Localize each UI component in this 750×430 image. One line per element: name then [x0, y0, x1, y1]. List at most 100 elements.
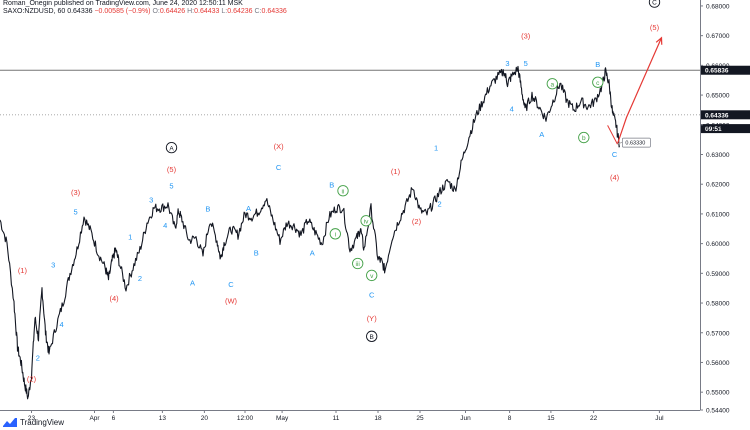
footer[interactable]: TradingView	[3, 418, 64, 427]
price-change: −0.00585 (−0.9%)	[94, 8, 151, 15]
open-value: 0.64426	[159, 8, 186, 15]
wave-label: 1	[128, 232, 132, 241]
high-label: H:	[187, 8, 195, 15]
x-tick-label: 23	[28, 415, 36, 422]
x-tick-label: 18	[374, 415, 382, 422]
wave-label: (4)	[610, 173, 620, 182]
wave-label: A	[246, 204, 251, 213]
wave-label: 5	[524, 59, 528, 68]
last-price: 0.64336	[67, 8, 93, 15]
y-tick-label: 0.61000	[706, 211, 730, 218]
x-tick-label: Jul	[655, 415, 664, 422]
wave-label: (5)	[167, 165, 177, 174]
wave-label: (X)	[274, 142, 285, 151]
tradingview-logo-icon	[3, 418, 17, 427]
horizontal-levels: 0.65836 0.64336 09:51	[0, 65, 750, 134]
y-tick-label: 0.66000	[706, 63, 730, 70]
wave-label: (1)	[391, 167, 401, 176]
low-label: L:	[221, 8, 228, 15]
wave-label: B	[595, 60, 600, 69]
wave-label: 5	[74, 207, 78, 216]
wave-circle	[648, 0, 661, 8]
price-callout	[622, 137, 651, 148]
brand-name: TradingView	[20, 418, 65, 427]
close-label: C:	[254, 8, 262, 15]
y-tick-label: 0.54400	[706, 408, 730, 415]
wave-label: 4	[510, 105, 514, 114]
y-tick-label: 0.60000	[706, 241, 730, 248]
wave-label: B	[370, 334, 374, 341]
y-axis[interactable]: 0.68000 0.67000 0.66000 0.65000 0.64000 0.630…	[700, 3, 730, 415]
wave-label: C	[369, 290, 375, 299]
wave-label: (3)	[521, 32, 531, 41]
wave-label: C	[652, 0, 657, 7]
wave-label: 3	[51, 261, 55, 270]
publish-line: Roman_Onegin published on TradingView.co…	[3, 0, 243, 7]
y-tick-label: 0.57000	[706, 330, 730, 337]
level-tag-label: 0.65836	[705, 68, 729, 75]
wave-label: B	[254, 249, 259, 258]
x-tick-label: 12:00	[237, 415, 254, 422]
wave-circle	[329, 228, 341, 240]
wave-label: iii	[356, 261, 360, 268]
wave-label: A	[310, 249, 315, 258]
price-callout-label: 0.63330	[625, 141, 645, 147]
wave-circle	[360, 215, 372, 227]
level-tag	[701, 110, 750, 120]
x-tick-label: 13	[159, 415, 167, 422]
x-tick-label: Apr	[89, 415, 100, 422]
wave-label: (4)	[110, 294, 120, 303]
level-tag-label: 0.64336	[705, 112, 729, 119]
wave-label: C	[228, 280, 234, 289]
wave-label: 2	[438, 200, 442, 209]
x-tick-label: 15	[547, 415, 555, 422]
countdown-label: 09:51	[705, 126, 722, 133]
wave-label: (W)	[225, 296, 238, 305]
x-tick-label: May	[276, 415, 289, 422]
countdown-tag	[701, 124, 750, 134]
wave-label: 3	[505, 59, 509, 68]
low-value: 0.64236	[227, 8, 253, 15]
wave-label: A	[169, 145, 174, 152]
x-tick-label: 6	[112, 415, 116, 422]
wave-label: 4	[163, 221, 167, 230]
close-value: 0.64336	[261, 8, 287, 15]
wave-label: i	[335, 231, 336, 238]
projection-line	[616, 37, 663, 145]
wave-circle	[578, 131, 590, 144]
x-tick-label: 25	[416, 415, 424, 422]
y-tick-label: 0.55000	[706, 390, 730, 397]
x-tick-label: 8	[508, 415, 512, 422]
x-axis[interactable]: 23 Apr 6 13 20 12:00 May 11 18 25 Jun 8 15 22 Jul	[28, 410, 664, 422]
wave-label: 1	[434, 143, 438, 152]
wave-label: 5	[169, 182, 173, 191]
decline-line	[607, 125, 618, 145]
wave-label: 2	[36, 354, 40, 363]
y-tick-label: 0.64000	[706, 122, 730, 129]
wave-label: a	[550, 81, 554, 88]
y-tick-label: 0.56000	[706, 360, 730, 367]
level-tag	[701, 65, 750, 75]
wave-label: iv	[364, 218, 369, 225]
projection-arrowhead	[655, 36, 663, 45]
wave-label: (5)	[650, 23, 660, 32]
wave-label: (3)	[71, 188, 81, 197]
x-tick-label: 11	[333, 415, 340, 422]
wave-circle	[366, 330, 378, 342]
wave-label: C	[612, 150, 618, 159]
chart-header: Roman_Onegin published on TradingView.co…	[3, 0, 287, 16]
wave-label: B	[205, 204, 210, 213]
y-tick-label: 0.59000	[706, 271, 730, 278]
open-label: O:	[152, 8, 160, 15]
wave-label: C	[276, 163, 282, 172]
wave-circle	[337, 185, 349, 197]
wave-circle	[352, 257, 364, 270]
wave-label: c	[596, 80, 600, 87]
wave-label: A	[539, 130, 544, 139]
chart-frame	[0, 0, 701, 411]
wave-label: A	[190, 278, 195, 287]
x-tick-label: 22	[590, 415, 598, 422]
callout-pointer	[617, 141, 623, 145]
wave-label: (2)	[27, 374, 37, 383]
